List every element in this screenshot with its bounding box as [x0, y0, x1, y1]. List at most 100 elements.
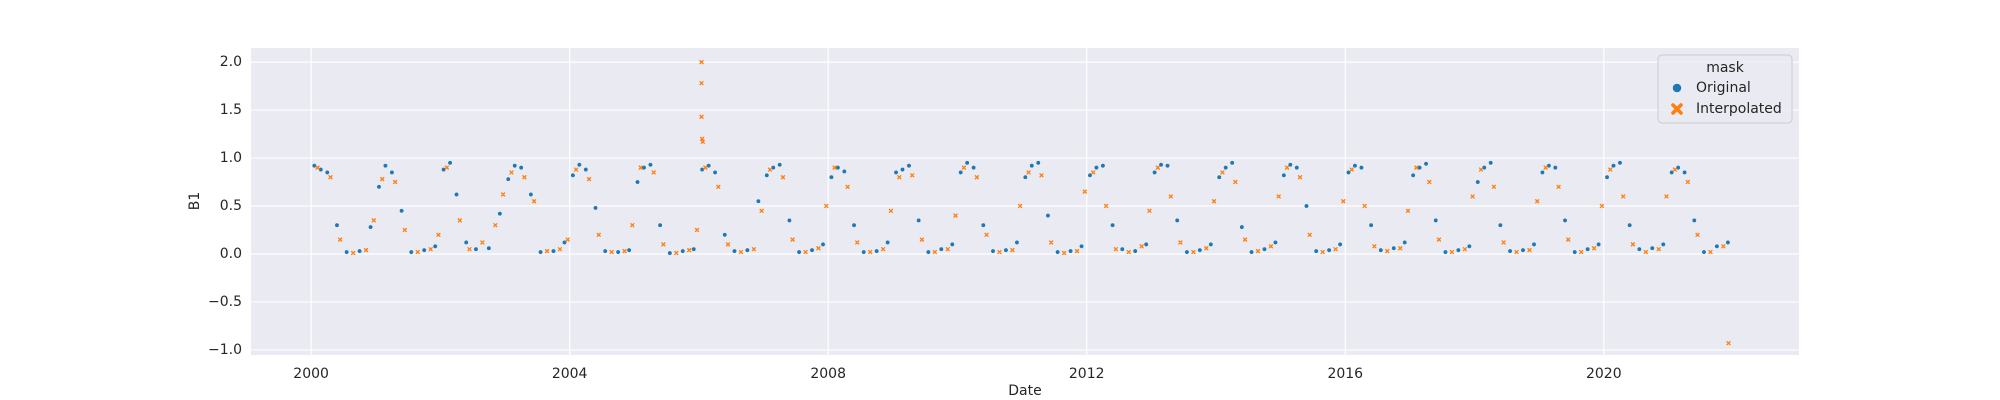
point: [841, 169, 847, 174]
point: [338, 237, 343, 242]
point: [596, 232, 601, 237]
point: [888, 208, 894, 213]
point: [538, 249, 543, 255]
point: [1152, 170, 1157, 175]
point: [402, 227, 408, 233]
point: [980, 222, 986, 228]
point: [1585, 246, 1591, 252]
point: [500, 192, 506, 197]
point: [1281, 172, 1287, 178]
point: [1197, 247, 1203, 253]
point: [1103, 203, 1109, 209]
point: [1082, 189, 1087, 194]
point: [486, 245, 492, 251]
point: [1443, 249, 1448, 255]
point: [1119, 246, 1125, 252]
point: [1326, 247, 1332, 253]
point: [505, 176, 511, 182]
point: [932, 249, 938, 255]
point: [1682, 170, 1687, 175]
point: [694, 227, 700, 233]
x-tick-label: 2008: [810, 366, 846, 382]
point: [415, 249, 420, 255]
point: [687, 247, 692, 253]
point: [1262, 246, 1267, 252]
point: [777, 162, 783, 168]
point: [1074, 248, 1080, 254]
point: [1543, 165, 1548, 170]
point: [544, 248, 550, 254]
point: [1462, 247, 1468, 252]
point: [1608, 167, 1613, 172]
point: [764, 172, 770, 178]
point: [1497, 222, 1503, 228]
point: [570, 172, 576, 178]
point: [651, 170, 656, 175]
point: [820, 241, 826, 247]
point: [796, 249, 802, 255]
point: [457, 218, 462, 223]
point: [1229, 160, 1235, 166]
point: [759, 208, 764, 213]
point: [1155, 165, 1160, 170]
point: [835, 165, 841, 171]
point: [635, 179, 640, 185]
point: [609, 249, 614, 255]
point: [622, 248, 627, 254]
point: [925, 249, 931, 255]
point: [1087, 172, 1093, 178]
point: [716, 184, 721, 189]
point: [1091, 170, 1096, 175]
point: [1520, 247, 1526, 253]
point: [1621, 194, 1626, 199]
point: [363, 247, 369, 253]
point: [562, 240, 567, 245]
point: [1527, 247, 1532, 253]
point: [880, 247, 886, 252]
point: [1378, 247, 1384, 253]
point: [1341, 199, 1346, 204]
point: [1249, 249, 1254, 255]
point: [906, 163, 912, 169]
point: [1113, 247, 1118, 252]
point: [522, 175, 527, 180]
point: [1636, 246, 1642, 252]
point: [1233, 179, 1238, 185]
point: [803, 249, 808, 255]
point: [1337, 241, 1343, 247]
point: [958, 170, 964, 175]
point: [380, 176, 385, 182]
point: [1470, 194, 1475, 199]
point: [893, 170, 899, 175]
point: [832, 165, 837, 170]
point: [990, 248, 996, 254]
point: [725, 242, 731, 247]
point: [1501, 240, 1506, 245]
point: [1672, 167, 1678, 172]
point: [1714, 243, 1720, 249]
point: [1026, 170, 1031, 175]
point: [868, 249, 873, 255]
point: [755, 198, 761, 204]
point: [1039, 173, 1044, 178]
point: [680, 248, 686, 254]
point: [953, 213, 958, 218]
point: [641, 165, 647, 171]
point: [583, 167, 589, 172]
point: [399, 208, 404, 214]
point: [324, 170, 330, 175]
point: [938, 246, 944, 252]
point: [1003, 247, 1009, 253]
point: [961, 165, 967, 170]
point: [1017, 203, 1023, 209]
point: [1242, 237, 1248, 242]
point: [1491, 184, 1497, 189]
x-tick-label: 2012: [1069, 366, 1105, 382]
point: [463, 240, 469, 245]
point: [1158, 162, 1164, 168]
point: [1268, 244, 1274, 249]
point: [1427, 179, 1432, 185]
point: [408, 249, 414, 255]
y-tick-label: −0.5: [208, 294, 242, 310]
point: [509, 170, 514, 175]
